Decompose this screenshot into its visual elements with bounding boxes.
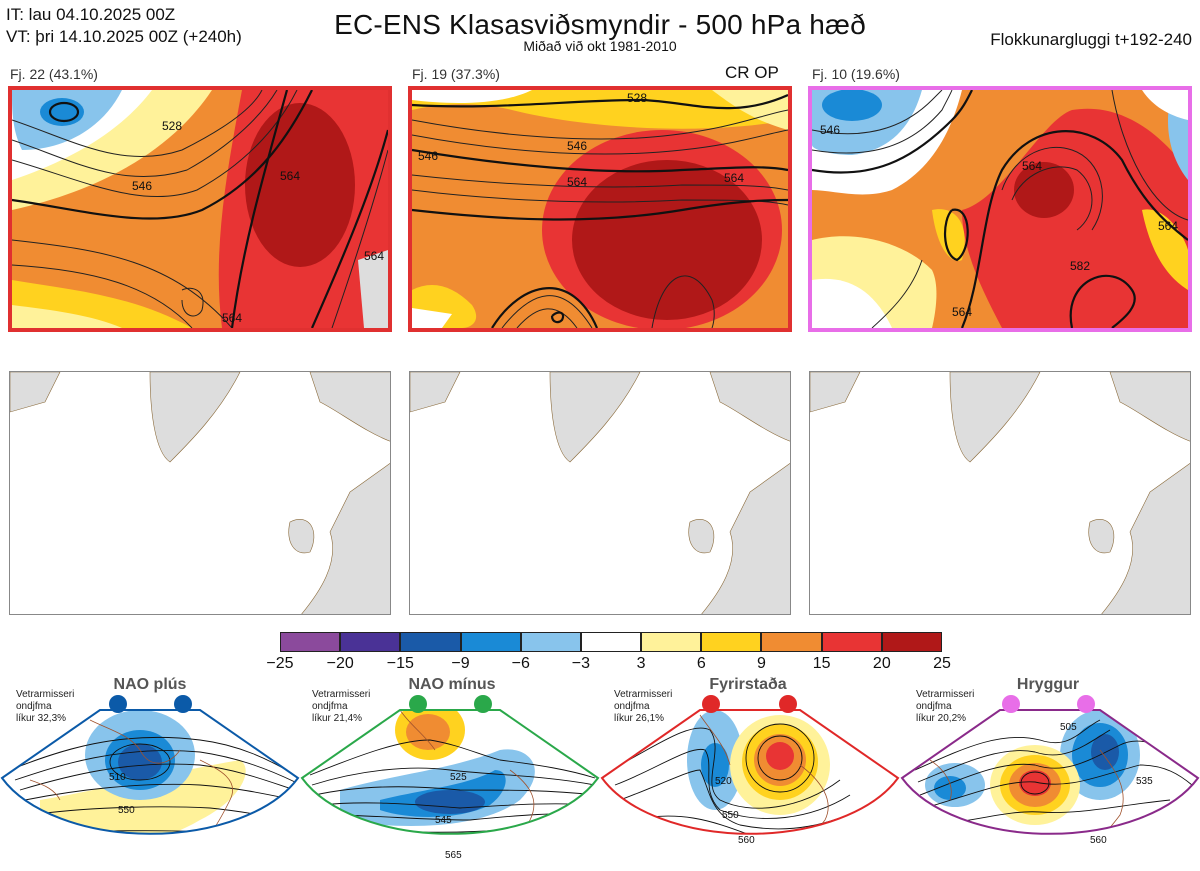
cluster-3-contour-label: 582 — [1070, 259, 1090, 273]
regime-1-note: Vetrarmisseri ondjfma líkur 32,3% — [16, 689, 75, 724]
empty-map-3 — [809, 371, 1191, 615]
colorbar-segment — [761, 632, 822, 652]
regime-2-map: 525 545 565 — [300, 695, 600, 861]
cluster-3-map: 546 564 564 582 564 — [808, 86, 1192, 332]
cluster-2-contour-label: 564 — [567, 175, 587, 189]
colorbar-tick-label: 9 — [757, 655, 766, 672]
regime-1-title: NAO plús — [113, 676, 187, 693]
colorbar-tick-label: 6 — [696, 655, 706, 672]
cluster-3-contour-label: 564 — [952, 305, 972, 319]
cluster-1-contour-label: 564 — [364, 249, 384, 263]
empty-map-1 — [9, 371, 391, 615]
regime-2-contour-label: 565 — [445, 850, 462, 861]
regime-2-contour-label: 525 — [450, 772, 467, 783]
regime-2-contour-label: 545 — [435, 815, 452, 826]
colorbar-segment — [280, 632, 341, 652]
colorbar-tick-label: −25 — [266, 655, 294, 672]
cluster-2-contour-label: 546 — [567, 139, 587, 153]
colorbar-tick-label: 15 — [812, 655, 831, 672]
colorbar-tick-label: 25 — [933, 655, 951, 672]
regime-4-title: Hryggur — [1016, 676, 1080, 693]
regime-4-contour-label: 535 — [1136, 776, 1153, 787]
regime-4-map: 505 535 560 — [900, 695, 1200, 846]
cluster-2-label: Fj. 19 (37.3%) — [412, 66, 500, 82]
regime-3-map: 520 550 560 — [600, 695, 900, 846]
valid-time: VT: þri 14.10.2025 00Z (+240h) — [6, 27, 242, 46]
cluster-1-label: Fj. 22 (43.1%) — [10, 66, 98, 82]
regime-2-title: NAO mínus — [408, 676, 496, 693]
empty-map-2 — [409, 371, 791, 615]
regime-1-map: 510 550 — [0, 695, 300, 835]
colorbar-segment — [520, 632, 581, 652]
cluster-2-extra: CR OP — [725, 63, 779, 82]
cluster-2-contour-label: 564 — [724, 171, 744, 185]
colorbar-segment — [641, 632, 702, 652]
cluster-3-contour-label: 546 — [820, 123, 840, 137]
regime-2-note: Vetrarmisseri ondjfma líkur 21,4% — [312, 689, 371, 724]
regime-4-contour-label: 560 — [1090, 835, 1107, 846]
colorbar — [280, 632, 942, 652]
colorbar-segment — [400, 632, 461, 652]
colorbar-segment — [821, 632, 882, 652]
cluster-2-contour-label: 546 — [418, 149, 438, 163]
colorbar-segment — [881, 632, 942, 652]
colorbar-tick-label: −9 — [451, 655, 470, 672]
regime-3-contour-label: 550 — [722, 810, 739, 821]
colorbar-tick-label: 3 — [636, 655, 646, 672]
regime-4-note: Vetrarmisseri ondjfma líkur 20,2% — [916, 689, 975, 724]
colorbar-tick-label: −15 — [386, 655, 414, 672]
cluster-3-contour-label: 564 — [1022, 159, 1042, 173]
regime-1-contour-label: 550 — [118, 805, 135, 816]
colorbar-tick-label: −3 — [571, 655, 591, 672]
colorbar-segment — [580, 632, 642, 652]
cluster-1-contour-label: 564 — [280, 169, 300, 183]
cluster-1-contour-label: 546 — [132, 179, 152, 193]
regime-3-note: Vetrarmisseri ondjfma líkur 26,1% — [614, 689, 673, 724]
colorbar-tick-label: −6 — [511, 655, 530, 672]
cluster-3-label: Fj. 10 (19.6%) — [812, 66, 900, 82]
regime-3-contour-label: 560 — [738, 835, 755, 846]
cluster-1-map: 528 546 564 564 564 — [8, 86, 392, 332]
page-title: EC-ENS Klasasviðsmyndir - 500 hPa hæð — [334, 9, 866, 40]
cluster-3-contour-label: 564 — [1158, 219, 1178, 233]
regime-4-contour-label: 505 — [1060, 722, 1077, 733]
regime-3-title: Fyrirstaða — [709, 676, 787, 693]
cluster-2-contour-label: 528 — [627, 91, 647, 105]
colorbar-tick-label: −20 — [326, 655, 354, 672]
header-times: IT: lau 04.10.2025 00Z VT: þri 14.10.202… — [6, 4, 242, 48]
colorbar-segment — [340, 632, 401, 652]
colorbar-tick-label: 20 — [872, 655, 891, 672]
classification-window: Flokkunargluggi t+192-240 — [990, 30, 1192, 49]
cluster-2-map: 528 546 546 564 564 — [408, 86, 792, 332]
page-subtitle: Miðað við okt 1981-2010 — [523, 38, 677, 54]
cluster-1-contour-label: 528 — [162, 119, 182, 133]
regime-1-contour-label: 510 — [109, 772, 126, 783]
colorbar-segment — [460, 632, 521, 652]
cluster-1-contour-label: 564 — [222, 311, 242, 325]
colorbar-segment — [701, 632, 762, 652]
initial-time: IT: lau 04.10.2025 00Z — [6, 5, 176, 24]
regime-3-contour-label: 520 — [715, 776, 732, 787]
